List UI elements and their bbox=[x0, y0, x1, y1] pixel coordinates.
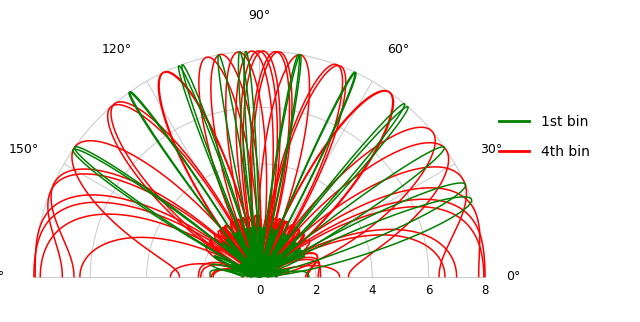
Text: 90°: 90° bbox=[248, 9, 271, 22]
Text: 150°: 150° bbox=[8, 143, 38, 156]
Text: 120°: 120° bbox=[102, 43, 132, 56]
Text: 0°: 0° bbox=[506, 270, 520, 283]
Text: 60°: 60° bbox=[387, 43, 409, 56]
Text: 30°: 30° bbox=[480, 143, 502, 156]
Text: 6: 6 bbox=[425, 284, 433, 297]
Text: 180°: 180° bbox=[0, 270, 4, 283]
Legend: 1st bin, 4th bin: 1st bin, 4th bin bbox=[493, 109, 595, 165]
Text: 4: 4 bbox=[369, 284, 376, 297]
Text: 2: 2 bbox=[312, 284, 319, 297]
Text: 8: 8 bbox=[481, 284, 489, 297]
Text: 0: 0 bbox=[256, 284, 263, 297]
